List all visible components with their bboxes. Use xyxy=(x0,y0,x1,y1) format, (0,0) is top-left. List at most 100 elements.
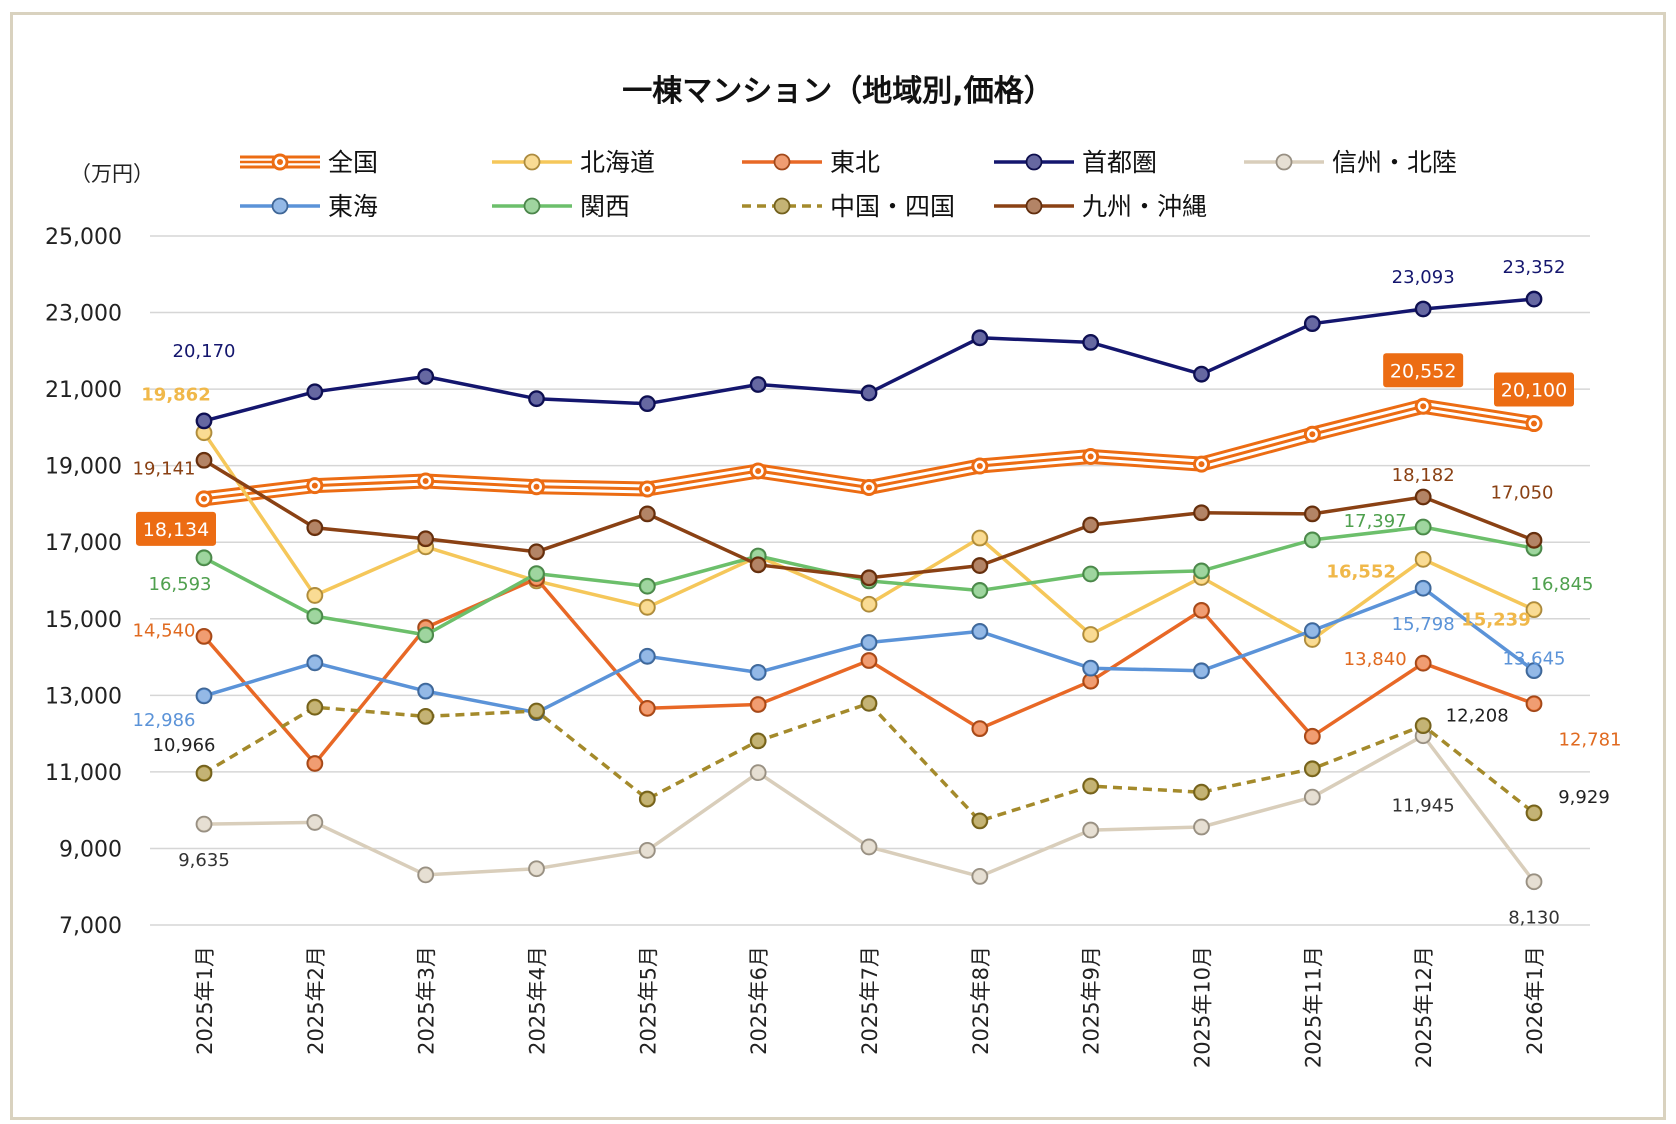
data-point-core xyxy=(863,386,875,399)
data-point-core xyxy=(1306,507,1319,520)
data-point-core xyxy=(641,793,654,806)
legend-label: 北海道 xyxy=(580,148,655,177)
data-point-core xyxy=(1084,662,1097,675)
data-point-core xyxy=(1417,582,1430,595)
data-point-core xyxy=(1195,604,1208,617)
series-line xyxy=(203,297,1535,423)
data-point-core xyxy=(308,757,321,770)
data-point-core xyxy=(198,551,210,564)
data-point-core xyxy=(530,862,543,875)
legend-label: 東海 xyxy=(328,192,378,221)
y-unit-label: （万円） xyxy=(70,162,154,186)
data-point-core xyxy=(1528,875,1540,888)
data-point-core xyxy=(752,734,765,747)
legend-label: 九州・沖縄 xyxy=(1082,192,1207,221)
data-point-core xyxy=(752,558,765,571)
x-tick-label: 2025年2月 xyxy=(304,946,328,1055)
x-tick-label: 2025年3月 xyxy=(415,946,439,1055)
data-point-core xyxy=(973,584,986,597)
data-point-core xyxy=(973,722,986,735)
y-tick-label: 23,000 xyxy=(45,302,122,327)
data-label: 16,552 xyxy=(1326,561,1395,582)
data-point-core xyxy=(308,610,321,623)
data-point-core xyxy=(866,484,872,491)
data-point-core xyxy=(1528,664,1540,677)
x-tick-label: 2025年6月 xyxy=(747,946,771,1055)
data-point-core xyxy=(644,486,651,493)
legend-label: 全国 xyxy=(328,148,378,177)
data-point-core xyxy=(641,580,654,593)
data-point-core xyxy=(1195,506,1208,519)
data-point-core xyxy=(1528,697,1540,710)
data-point-core xyxy=(308,656,321,669)
data-label: 23,352 xyxy=(1503,257,1566,278)
series-信州・北陸 xyxy=(195,727,1543,891)
x-tick-label: 2025年1月 xyxy=(193,946,217,1055)
chart-title: 一棟マンション（地域別,価格） xyxy=(622,74,1054,109)
data-point-core xyxy=(863,654,875,667)
x-tick-label: 2025年4月 xyxy=(526,946,550,1055)
data-point-core xyxy=(863,571,875,584)
series-中国・四国 xyxy=(195,694,1543,830)
data-point-core xyxy=(419,710,432,723)
data-label: 12,986 xyxy=(133,710,196,731)
x-tick-label: 2025年12月 xyxy=(1412,946,1436,1068)
data-label: 20,552 xyxy=(1390,360,1456,382)
y-tick-label: 25,000 xyxy=(45,225,122,250)
data-label: 15,798 xyxy=(1392,614,1455,635)
data-label: 11,945 xyxy=(1392,796,1455,817)
data-point-core xyxy=(1417,490,1430,503)
data-point-core xyxy=(198,767,210,780)
data-label-box xyxy=(136,511,216,546)
data-point-core xyxy=(1084,675,1097,688)
legend-item: 首都圏 xyxy=(994,148,1157,177)
data-point-core xyxy=(419,532,432,545)
y-tick-label: 13,000 xyxy=(45,684,122,709)
legend-item: 北海道 xyxy=(492,148,655,177)
legend-label: 首都圏 xyxy=(1082,148,1157,177)
data-point-core xyxy=(1417,719,1430,732)
data-label: 19,141 xyxy=(133,458,196,479)
y-tick-label: 21,000 xyxy=(45,378,122,403)
data-point-core xyxy=(198,630,210,643)
data-label: 17,050 xyxy=(1491,482,1554,503)
data-point-core xyxy=(973,625,986,638)
y-tick-label: 7,000 xyxy=(59,914,122,939)
data-point-core xyxy=(973,870,986,883)
legend-item: 東北 xyxy=(742,148,880,177)
x-tick-label: 2025年10月 xyxy=(1191,946,1215,1068)
x-tick-label: 2025年11月 xyxy=(1301,946,1325,1068)
legend-label: 東北 xyxy=(830,148,880,177)
data-point-core xyxy=(752,766,765,779)
data-point-core xyxy=(308,816,321,829)
legend-item: 東海 xyxy=(240,192,378,221)
data-point-core xyxy=(1195,821,1208,834)
data-point-core xyxy=(1084,824,1097,837)
data-label: 10,966 xyxy=(153,735,216,756)
data-label: 14,540 xyxy=(133,620,196,641)
data-point-core xyxy=(1195,786,1208,799)
data-point-core xyxy=(973,331,986,344)
data-point-core xyxy=(1417,657,1430,670)
data-point-core xyxy=(641,601,654,614)
data-point-core xyxy=(530,567,543,580)
data-point-core xyxy=(308,521,321,534)
data-point-core xyxy=(1306,791,1319,804)
y-tick-label: 17,000 xyxy=(45,531,122,556)
data-label: 23,093 xyxy=(1392,267,1455,288)
data-label: 19,862 xyxy=(141,385,210,406)
data-point-core xyxy=(1306,730,1319,743)
data-point-core xyxy=(863,598,875,611)
data-point-core xyxy=(419,628,432,641)
y-tick-label: 19,000 xyxy=(45,455,122,480)
data-point-core xyxy=(973,559,986,572)
data-point-core xyxy=(422,477,429,484)
data-point-core xyxy=(198,689,210,702)
x-tick-label: 2025年7月 xyxy=(858,946,882,1055)
series-九州・沖縄 xyxy=(195,451,1543,587)
data-label: 18,134 xyxy=(143,519,209,541)
data-point-core xyxy=(308,701,321,714)
x-tick-label: 2025年8月 xyxy=(969,946,993,1055)
data-point-core xyxy=(198,426,210,439)
